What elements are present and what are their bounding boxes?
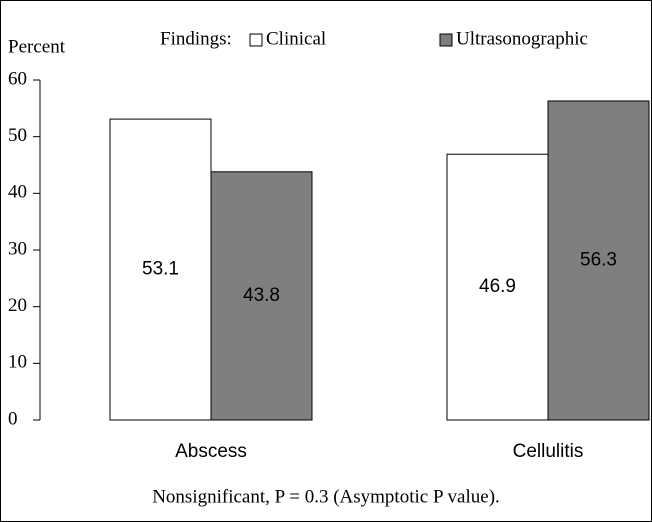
value-label: 53.1 <box>142 259 179 280</box>
value-label: 43.8 <box>243 285 280 306</box>
y-tick-label: 40 <box>8 182 27 203</box>
bar <box>547 100 650 421</box>
annotation: Nonsignificant, P = 0.3 (Asymptotic P va… <box>152 486 500 507</box>
value-label: 46.9 <box>479 276 516 297</box>
y-tick-label: 10 <box>8 352 27 373</box>
legend-title: Findings: <box>160 28 232 49</box>
y-axis-label: Percent <box>8 36 66 57</box>
y-tick-label: 50 <box>8 125 27 146</box>
legend-swatch <box>249 33 263 47</box>
legend-label: Ultrasonographic <box>456 28 588 49</box>
bar <box>109 118 212 421</box>
y-tick-label: 30 <box>8 238 27 259</box>
legend-label: Clinical <box>266 28 326 49</box>
y-tick-label: 60 <box>8 68 27 89</box>
bar <box>210 171 313 421</box>
x-tick-label: Abscess <box>175 441 247 462</box>
legend-swatch <box>439 33 453 47</box>
value-label: 56.3 <box>580 249 617 270</box>
y-tick-label: 20 <box>8 295 27 316</box>
x-tick-label: Cellulitis <box>513 441 584 462</box>
y-tick-label: 0 <box>8 408 18 429</box>
